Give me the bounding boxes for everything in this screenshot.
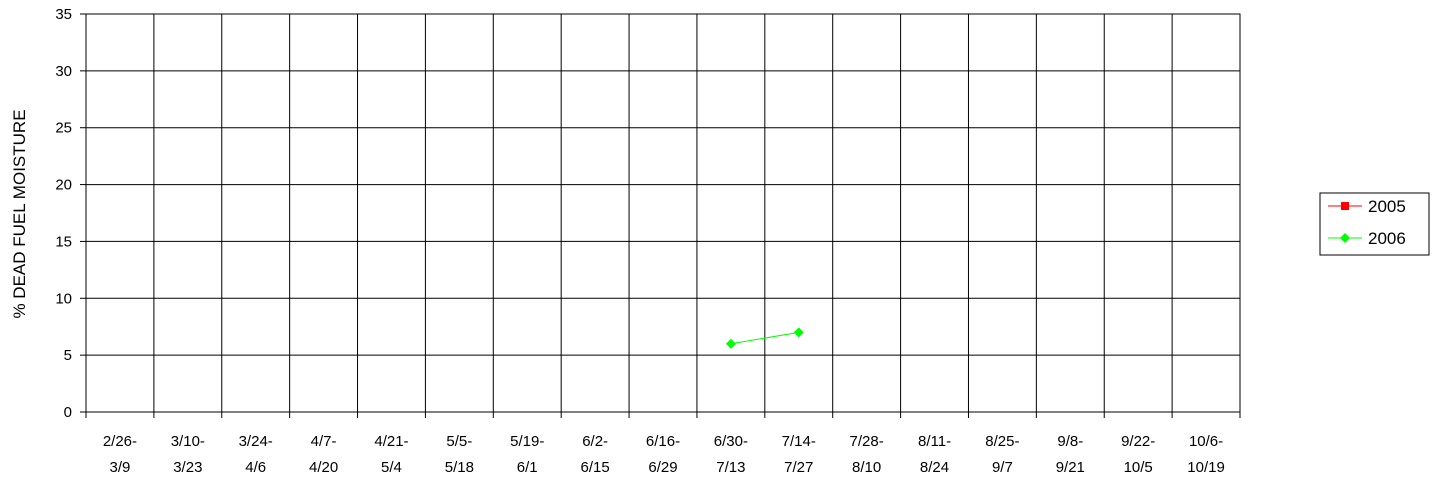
x-tick-label: 4/21- xyxy=(374,433,408,450)
y-tick-label: 35 xyxy=(55,6,72,23)
x-tick-label: 6/15 xyxy=(581,459,610,476)
x-tick-labels: 2/26- 3/9 3/10- 3/23 3/24- 4/6 4/7- 4/20 4/21- 5/… xyxy=(103,433,1225,476)
legend-marker-2006 xyxy=(1340,233,1350,243)
data-point-2006 xyxy=(725,338,736,349)
x-tick-label: 3/10- xyxy=(171,433,205,450)
x-tick-label: 6/2- xyxy=(582,433,608,450)
x-tick-label: 6/30- xyxy=(714,433,748,450)
x-tick-label: 9/22- xyxy=(1121,433,1155,450)
x-tick-label: 8/10 xyxy=(852,459,881,476)
y-tick-label: 20 xyxy=(55,177,72,194)
x-tick-label: 4/7- xyxy=(311,433,337,450)
x-tick-label: 8/11- xyxy=(918,433,951,450)
x-tick-label: 6/16- xyxy=(646,433,680,450)
legend-box xyxy=(1319,192,1430,256)
data-point-2006 xyxy=(793,327,804,338)
x-tick-label: 8/25- xyxy=(985,433,1019,450)
x-tick-label: 7/13 xyxy=(716,459,745,476)
x-tick-label: 9/21 xyxy=(1056,459,1085,476)
plot-area xyxy=(85,13,1241,413)
legend: 2005 2006 xyxy=(1319,192,1430,256)
x-tick-label: 7/28- xyxy=(850,433,884,450)
x-tick-label: 4/6 xyxy=(245,459,266,476)
x-tick-label: 6/1 xyxy=(517,459,538,476)
y-tick-label: 30 xyxy=(55,63,72,80)
y-tick-label: 25 xyxy=(55,120,72,137)
y-tick-label: 5 xyxy=(64,347,72,364)
x-tick-label: 5/4 xyxy=(381,459,402,476)
x-tick-label: 10/5 xyxy=(1124,459,1153,476)
x-tick-label: 5/19- xyxy=(510,433,544,450)
x-tick-label: 5/5- xyxy=(446,433,472,450)
x-tick-label: 2/26- xyxy=(103,433,137,450)
x-tick-label: 7/27 xyxy=(784,459,813,476)
y-tick-label: 10 xyxy=(55,290,72,307)
y-axis-title: % DEAD FUEL MOISTURE xyxy=(10,109,29,318)
x-tick-label: 7/14- xyxy=(782,433,816,450)
x-tick-label: 5/18 xyxy=(445,459,474,476)
legend-marker-2005 xyxy=(1341,202,1349,210)
grid xyxy=(80,13,1241,418)
x-tick-label: 3/24- xyxy=(239,433,273,450)
x-tick-label: 10/19 xyxy=(1187,459,1225,476)
x-tick-label: 9/7 xyxy=(992,459,1013,476)
y-tick-label: 15 xyxy=(55,233,72,250)
legend-label-2006: 2006 xyxy=(1368,229,1406,248)
legend-label-2005: 2005 xyxy=(1368,197,1406,216)
y-tick-labels: 0 5 10 15 20 25 30 35 xyxy=(55,6,72,421)
x-tick-label: 6/29 xyxy=(648,459,677,476)
x-tick-label: 3/23 xyxy=(173,459,202,476)
x-tick-label: 4/20 xyxy=(309,459,338,476)
series-line-2006 xyxy=(730,331,799,345)
x-tick-label: 8/24 xyxy=(920,459,949,476)
x-tick-label: 10/6- xyxy=(1189,433,1223,450)
x-tick-label: 9/8- xyxy=(1057,433,1083,450)
x-tick-label: 3/9 xyxy=(110,459,131,476)
series-layer xyxy=(725,327,804,349)
y-tick-label: 0 xyxy=(64,404,72,421)
